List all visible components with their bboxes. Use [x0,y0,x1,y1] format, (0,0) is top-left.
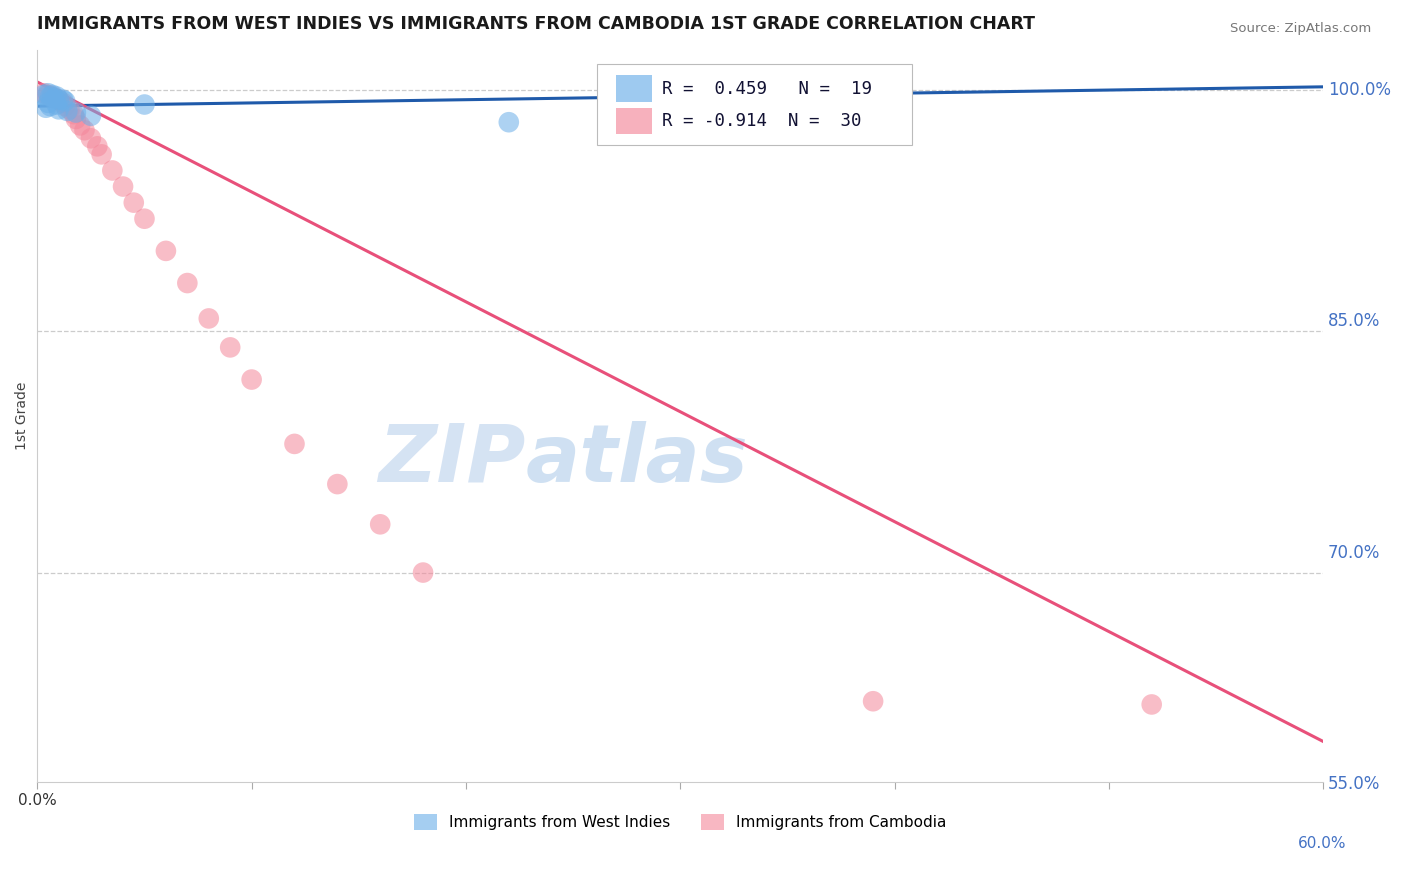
Point [326,477,349,491]
Point [283,437,305,451]
Point [58,103,80,117]
Point [44,91,66,105]
Point [155,244,177,258]
Point [134,211,156,226]
Point [32,87,55,101]
FancyBboxPatch shape [596,64,911,145]
Text: atlas: atlas [526,421,748,499]
Point [56,103,79,118]
Point [368,517,391,532]
Point [53,99,76,113]
Text: IMMIGRANTS FROM WEST INDIES VS IMMIGRANTS FROM CAMBODIA 1ST GRADE CORRELATION CH: IMMIGRANTS FROM WEST INDIES VS IMMIGRANT… [38,15,1035,33]
Point [53,95,76,109]
Point [65,105,87,120]
Point [73,123,96,137]
Point [45,89,67,103]
Point [219,340,242,354]
Point [1140,698,1163,712]
Point [52,93,75,107]
Point [176,276,198,290]
Text: Source: ZipAtlas.com: Source: ZipAtlas.com [1230,22,1371,36]
Point [101,163,124,178]
Point [39,89,62,103]
Point [44,91,66,105]
Point [240,373,263,387]
Point [48,93,70,107]
Text: ZIP: ZIP [378,421,526,499]
Point [41,89,63,103]
Point [862,694,884,708]
Text: R =  0.459   N =  19: R = 0.459 N = 19 [662,79,872,97]
Bar [616,76,652,102]
Point [37,87,59,101]
Point [35,101,58,115]
Point [122,195,145,210]
Point [498,115,520,129]
Point [69,119,91,133]
Point [37,87,59,102]
Point [86,139,108,153]
Point [65,112,87,126]
Point [52,95,75,110]
Point [134,97,156,112]
Point [45,97,67,112]
Legend: Immigrants from West Indies, Immigrants from Cambodia: Immigrants from West Indies, Immigrants … [408,808,953,836]
Point [412,566,434,580]
Point [41,87,63,102]
Y-axis label: 1st Grade: 1st Grade [15,382,30,450]
Bar [616,108,652,134]
Text: R = -0.914  N =  30: R = -0.914 N = 30 [662,112,862,130]
Point [48,103,70,117]
Point [39,99,62,113]
Point [112,179,135,194]
Point [48,93,70,107]
Point [90,147,112,161]
Point [32,87,55,102]
Point [80,109,103,123]
Point [37,95,59,110]
Point [62,107,84,121]
Point [197,311,219,326]
Point [80,131,103,145]
Text: 60.0%: 60.0% [1298,836,1346,851]
